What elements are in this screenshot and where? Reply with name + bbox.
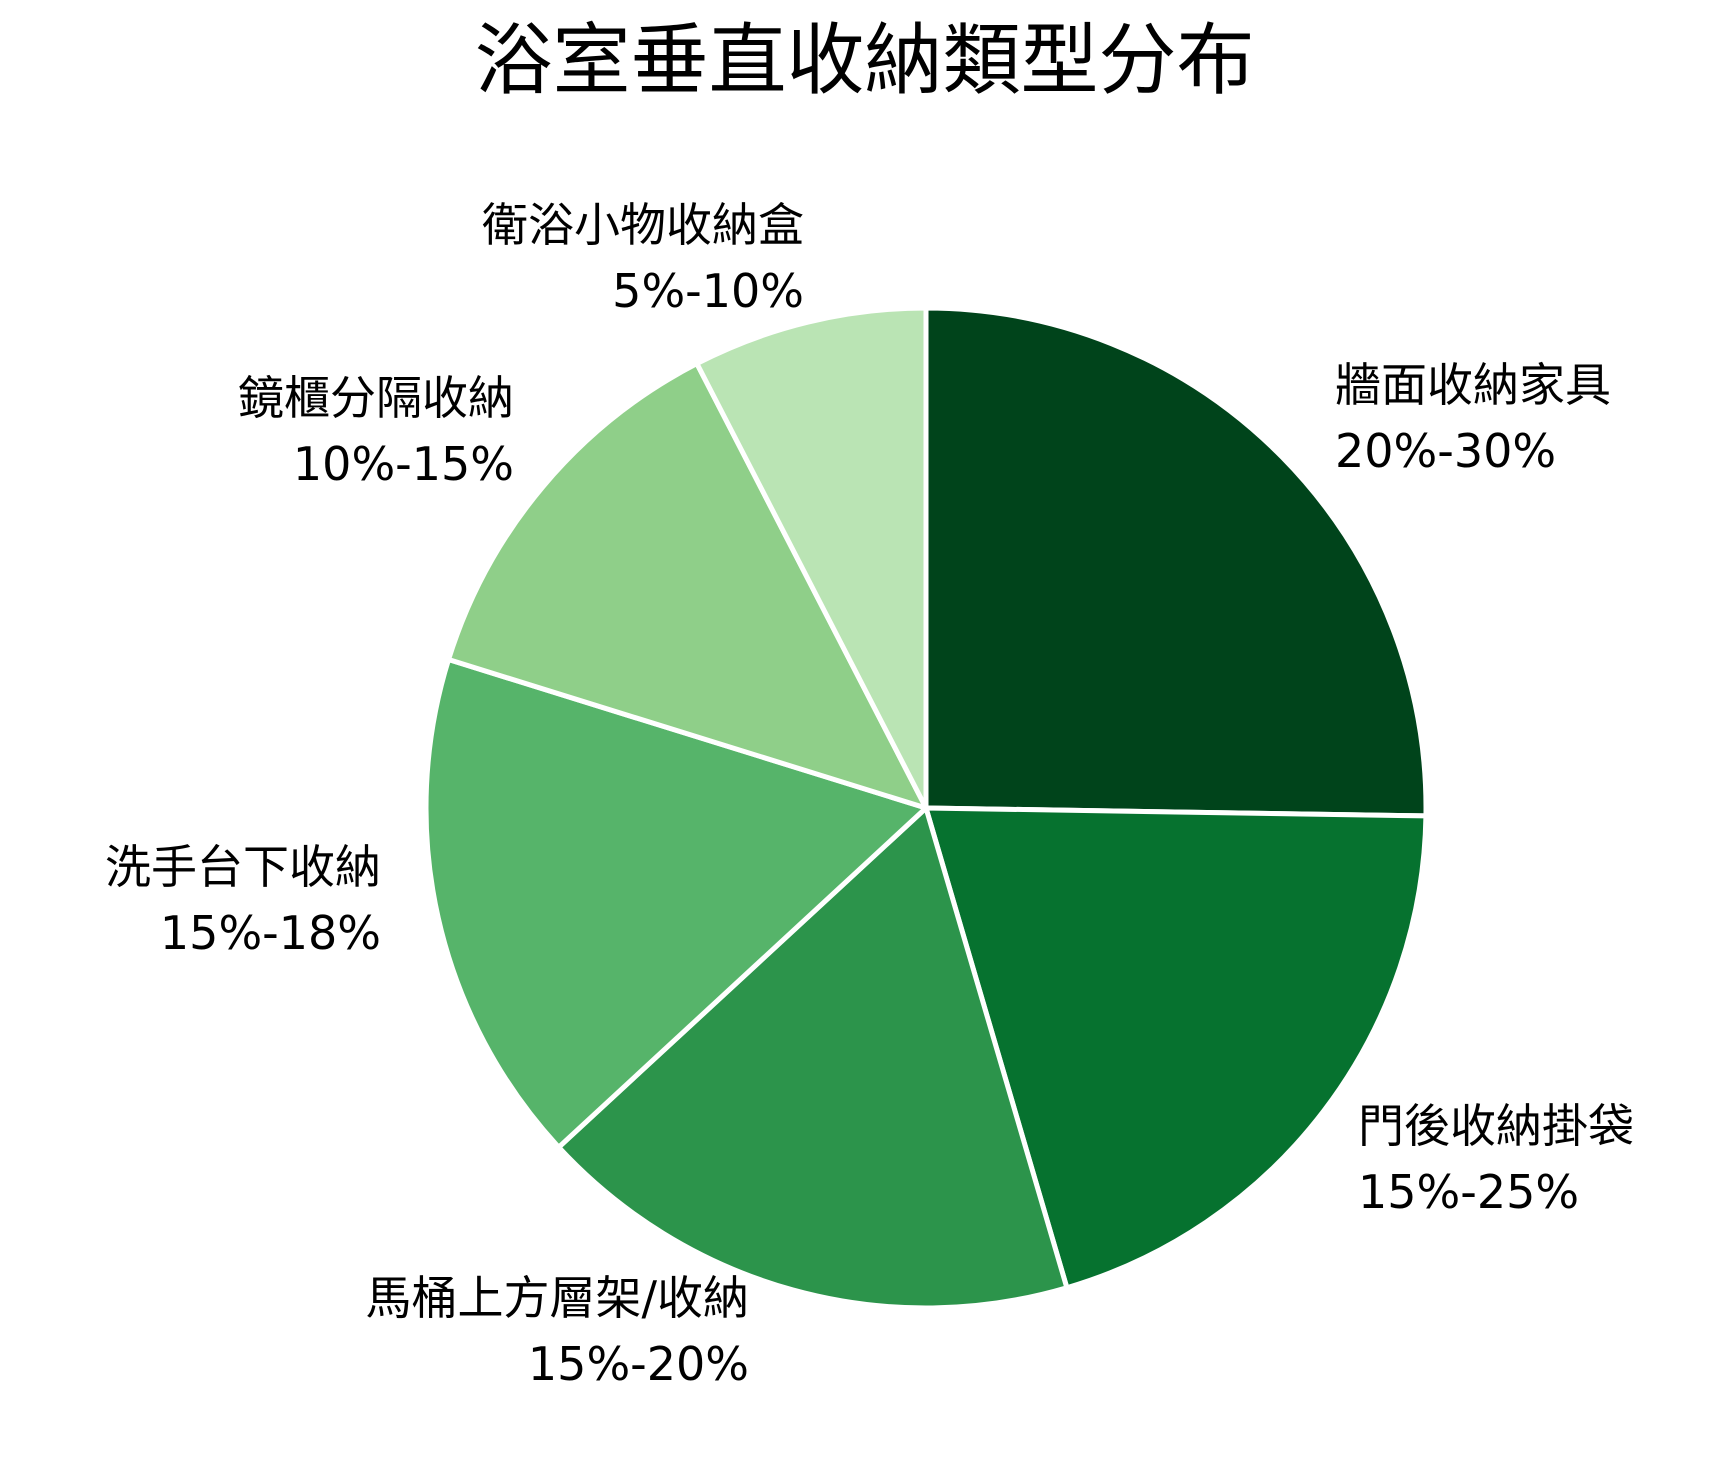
slice-label-name: 門後收納掛袋	[1358, 1099, 1634, 1153]
pie-slice	[446, 361, 929, 811]
slice-label-range: 15%-18%	[159, 906, 381, 960]
slice-label-under-sink: 洗手台下收納 15%-18%	[105, 834, 381, 966]
slice-label-name: 馬桶上方層架/收納	[365, 1271, 750, 1325]
chart-title: 浴室垂直收納類型分布	[474, 16, 1255, 106]
slice-label-small-items-box: 衛浴小物收納盒 5%-10%	[482, 192, 804, 324]
slice-label-name: 洗手台下收納	[105, 840, 381, 894]
slice-label-door-hanging-bag: 門後收納掛袋 15%-25%	[1358, 1093, 1634, 1225]
slice-label-range: 20%-30%	[1335, 424, 1557, 478]
slice-label-wall-furniture: 牆面收納家具 20%-30%	[1335, 352, 1611, 484]
pie-slice	[694, 305, 929, 811]
slice-label-name: 衛浴小物收納盒	[482, 198, 804, 252]
slice-label-range: 15%-25%	[1358, 1165, 1580, 1219]
slice-label-name: 牆面收納家具	[1335, 358, 1611, 412]
slice-label-range: 15%-20%	[527, 1337, 749, 1391]
pie-slice	[923, 805, 1429, 1291]
slice-label-range: 10%-15%	[292, 437, 514, 491]
slice-label-range: 5%-10%	[612, 264, 804, 318]
pie-slice	[423, 657, 929, 1150]
pie-slices	[423, 305, 1429, 1311]
pie-slice	[556, 805, 1070, 1311]
slice-label-over-toilet-shelf: 馬桶上方層架/收納 15%-20%	[366, 1265, 750, 1397]
slice-label-name: 鏡櫃分隔收納	[238, 371, 514, 425]
slice-label-mirror-cabinet: 鏡櫃分隔收納 10%-15%	[238, 365, 514, 497]
pie-slice	[923, 305, 1429, 819]
